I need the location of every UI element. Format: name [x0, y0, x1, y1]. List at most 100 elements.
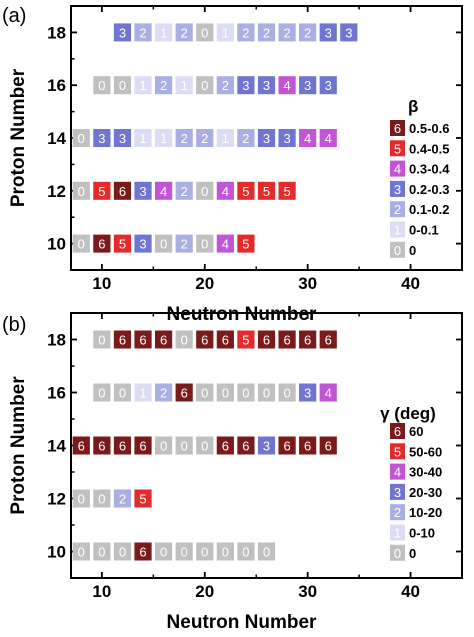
data-cell-value: 6 [139, 439, 146, 454]
data-cell-fill [134, 234, 152, 253]
data-cell-fill [278, 76, 296, 95]
data-cell-fill [237, 234, 255, 253]
data-cell-value: 0 [98, 545, 105, 560]
data-cell-value: 5 [98, 184, 105, 199]
data-cell-value: 3 [325, 25, 332, 40]
data-cell-fill [257, 129, 276, 147]
data-cell-value: 0 [119, 386, 126, 401]
legend-swatch [390, 120, 405, 136]
data-cell-fill [175, 330, 193, 349]
data-cell: 3 [113, 23, 132, 42]
data-cell: 6 [257, 330, 276, 349]
x-tick-label: 30 [298, 582, 317, 601]
data-cell-fill [216, 23, 234, 42]
data-cell: 1 [216, 23, 234, 42]
data-cell-value: 1 [160, 131, 167, 146]
data-cell-value: 2 [119, 492, 126, 507]
data-cell: 0 [72, 129, 90, 147]
data-cell-value: 1 [222, 131, 229, 146]
data-cell: 3 [319, 23, 337, 42]
data-cell-value: 6 [201, 333, 208, 348]
data-cell-value: 2 [242, 25, 249, 40]
data-cell-fill [93, 234, 111, 253]
data-cell-value: 2 [181, 25, 188, 40]
data-cell-fill [175, 436, 193, 455]
data-cell: 1 [216, 129, 234, 147]
x-tick-label: 30 [298, 274, 317, 293]
data-cell: 6 [237, 436, 255, 455]
data-cell-fill [278, 181, 296, 200]
data-cell-fill [155, 129, 173, 147]
data-cell-fill [257, 330, 276, 349]
data-cell: 4 [216, 234, 234, 253]
data-cell: 4 [278, 76, 296, 95]
data-cell-fill [196, 181, 214, 200]
data-cell-value: 4 [160, 184, 167, 199]
data-cell-value: 1 [222, 25, 229, 40]
data-cell: 3 [93, 129, 111, 147]
data-cell-value: 0 [201, 25, 208, 40]
legend-code: 5 [394, 444, 401, 459]
legend-label: 0.2-0.3 [409, 182, 449, 197]
data-cell-value: 2 [160, 386, 167, 401]
data-cell: 0 [257, 542, 276, 561]
data-cell: 0 [196, 76, 214, 95]
data-cell-value: 3 [304, 78, 311, 93]
data-cell-value: 3 [119, 25, 126, 40]
data-cell-value: 0 [181, 333, 188, 348]
data-cell-value: 0 [201, 78, 208, 93]
data-cell-value: 6 [222, 439, 229, 454]
data-cell: 0 [196, 436, 214, 455]
data-cell-value: 0 [160, 237, 167, 252]
data-cell-fill [175, 76, 193, 95]
data-cell-value: 0 [222, 386, 229, 401]
legend-item: 1 0-0.1 [390, 221, 439, 238]
data-cell-fill [299, 330, 317, 349]
data-cell-value: 6 [283, 439, 290, 454]
y-axis-title: Proton Number [8, 376, 29, 515]
data-cell-fill [257, 23, 276, 42]
data-cell-value: 0 [201, 545, 208, 560]
legend-item: 5 50-60 [390, 443, 442, 460]
data-cell-fill [257, 383, 276, 402]
data-cell-fill [278, 330, 296, 349]
data-cell-fill [134, 76, 152, 95]
legend-code: 6 [394, 424, 401, 439]
data-cell-value: 5 [242, 333, 249, 348]
data-cell: 2 [299, 23, 317, 42]
data-cell: 6 [196, 330, 214, 349]
legend-label: 0-0.1 [409, 223, 439, 238]
data-cell-value: 2 [304, 25, 311, 40]
x-tick-label: 20 [195, 274, 214, 293]
data-cell: 2 [175, 129, 193, 147]
data-cell-fill [257, 542, 276, 561]
data-cell-fill [113, 436, 132, 455]
data-cell: 2 [155, 76, 173, 95]
data-cell: 4 [216, 181, 234, 200]
data-cell: 0 [113, 383, 132, 402]
data-cell-value: 0 [181, 545, 188, 560]
data-cell-fill [113, 76, 132, 95]
legend-swatch [390, 423, 405, 439]
data-cell: 2 [175, 234, 193, 253]
data-cell: 2 [134, 23, 152, 42]
data-cell: 0 [93, 76, 111, 95]
legend-item: 6 0.5-0.6 [390, 120, 449, 136]
data-cell-fill [155, 76, 173, 95]
data-cell: 2 [155, 383, 173, 402]
data-cell-value: 1 [160, 25, 167, 40]
legend-item: 2 0.1-0.2 [390, 201, 449, 218]
data-cell-fill [175, 23, 193, 42]
legend-code: 4 [394, 465, 401, 480]
data-cell: 5 [278, 181, 296, 200]
data-cell: 6 [175, 383, 193, 402]
data-cell-fill [155, 23, 173, 42]
legend-label: 0 [409, 546, 416, 561]
data-cell-fill [278, 383, 296, 402]
legend-label: 30-40 [409, 465, 442, 480]
data-cell-fill [299, 76, 317, 95]
data-cell-value: 5 [242, 237, 249, 252]
